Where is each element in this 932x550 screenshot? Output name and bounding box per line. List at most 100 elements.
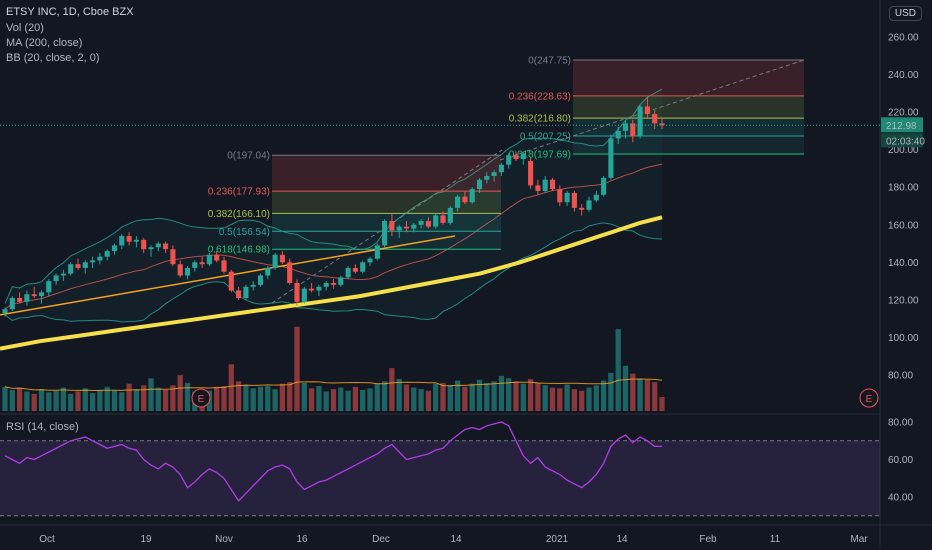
volume-bar (579, 390, 585, 411)
volume-bar (600, 380, 607, 411)
volume-bar (542, 385, 548, 411)
volume-bars (2, 326, 665, 411)
candle (90, 256, 96, 268)
fibonacci-retracements[interactable]: 0(197.04) 0.236(177.93) 0.382(166.10) 0.5(1… (208, 56, 805, 304)
candle (82, 260, 88, 274)
time-tick-label: Feb (699, 534, 717, 545)
candle-body (462, 196, 468, 203)
candle-body (68, 264, 74, 274)
candle (111, 243, 118, 255)
candle-body (265, 267, 271, 276)
volume-legend[interactable]: Vol (20) (6, 22, 44, 34)
candle-body (469, 189, 475, 203)
volume-ma-line (4, 378, 663, 392)
rsi-legend[interactable]: RSI (14, close) (6, 421, 79, 433)
candle-body (418, 221, 424, 225)
candle (549, 177, 556, 191)
candle (411, 222, 417, 233)
volume-bar (389, 368, 395, 411)
volume-bar (170, 385, 176, 411)
fib-level-label: 0.382(216.80) (509, 114, 571, 125)
rsi-tick-label: 80.00 (888, 418, 913, 429)
fib-trend-line (499, 59, 805, 161)
volume-bar (155, 387, 161, 411)
candle (506, 153, 512, 169)
volume-bar (535, 382, 541, 411)
candle-body (615, 130, 621, 139)
candle (2, 307, 8, 317)
candle-body (141, 239, 147, 250)
candle (564, 190, 570, 206)
candle-body (491, 172, 497, 176)
candle (557, 185, 563, 206)
candle (571, 190, 577, 212)
candle-body (557, 189, 563, 203)
candle (360, 260, 366, 274)
bb-upper (4, 88, 663, 304)
candle (484, 172, 490, 184)
volume-bar (513, 381, 519, 411)
candle-body (338, 277, 344, 285)
candle (184, 266, 191, 280)
volume-bar (316, 386, 322, 411)
candle-body (279, 254, 285, 263)
candle (593, 190, 599, 203)
currency-button[interactable]: USD (888, 6, 922, 21)
candle (396, 224, 402, 238)
candle-body (119, 236, 125, 246)
candle-body (330, 282, 337, 285)
volume-bar (250, 388, 256, 411)
candle-body (184, 267, 191, 276)
candle-body (345, 267, 351, 278)
volume-bar (323, 391, 329, 411)
rsi-tick-label: 40.00 (888, 493, 913, 504)
volume-bar (491, 381, 497, 411)
volume-bar (272, 389, 278, 411)
candle (579, 204, 585, 216)
volume-bar (659, 396, 665, 411)
candle (301, 286, 307, 304)
rsi-band-fill (0, 440, 880, 516)
candle-body (601, 177, 607, 195)
candle-body (520, 153, 526, 160)
candle-body (97, 256, 103, 261)
volume-bar (360, 389, 366, 411)
candle-body (447, 207, 453, 223)
candle-body (513, 155, 519, 160)
volume-bar (330, 389, 337, 411)
candle-body (309, 288, 315, 291)
volume-bar (381, 381, 388, 411)
ma-legend[interactable]: MA (200, close) (6, 37, 83, 49)
candle-body (17, 298, 23, 302)
candle (491, 170, 497, 182)
fib-zone (573, 60, 804, 96)
bb-legend[interactable]: BB (20, close, 2, 0) (6, 52, 100, 64)
bb-lower (4, 222, 663, 323)
fib-level-label: 0.618(146.98) (208, 245, 270, 256)
price-tick-label: 140.00 (888, 258, 919, 269)
volume-bar (520, 383, 526, 411)
price-tick-label: 120.00 (888, 295, 919, 306)
candle-body (199, 262, 205, 265)
candle-body (111, 245, 118, 252)
candle-body (542, 179, 548, 191)
candle (221, 256, 227, 274)
volume-bar (498, 375, 505, 411)
symbol-legend[interactable]: ETSY INC, 1D, Cboe BZX (6, 6, 134, 18)
candle (38, 290, 45, 304)
volume-bar (133, 389, 140, 411)
fib-level-label: 0(247.75) (528, 56, 571, 67)
fib-zone (272, 191, 501, 214)
volume-bar (615, 329, 621, 411)
candle-body (352, 267, 358, 272)
candle-body (455, 196, 461, 208)
last-price-label: 212.98 (886, 121, 917, 132)
volume-bar (637, 379, 643, 411)
candle-body (630, 123, 636, 137)
volume-bar (111, 390, 118, 411)
candle-body (484, 175, 490, 180)
volume-bar (345, 390, 351, 411)
time-tick-label: Nov (215, 534, 233, 545)
price-tick-label: 160.00 (888, 220, 919, 231)
